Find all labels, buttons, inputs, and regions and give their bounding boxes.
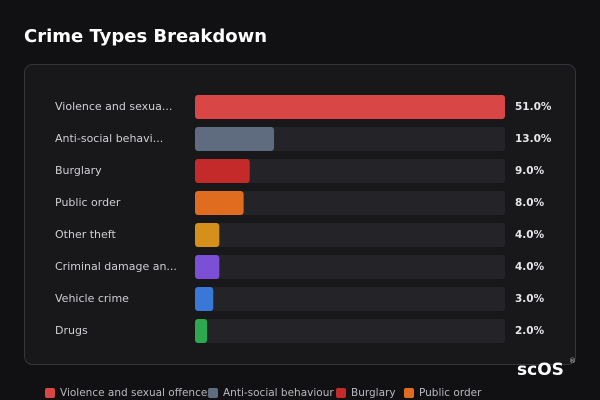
value-label: 3.0% (515, 293, 545, 305)
legend-swatch (45, 388, 55, 398)
chart-title: Crime Types Breakdown (24, 26, 267, 47)
value-label: 4.0% (515, 261, 545, 273)
category-label: Drugs (55, 324, 88, 337)
value-label: 9.0% (515, 165, 545, 177)
category-label: Anti-social behavi... (55, 132, 163, 145)
category-label: Other theft (55, 228, 116, 241)
value-label: 51.0% (515, 101, 552, 113)
bar (195, 287, 214, 311)
category-label: Criminal damage an... (55, 260, 177, 273)
bar (195, 191, 244, 215)
legend-swatch (336, 388, 346, 398)
bar-track (195, 223, 505, 247)
value-label: 4.0% (515, 229, 545, 241)
bar-track (195, 191, 505, 215)
category-label: Public order (55, 196, 121, 209)
bar (195, 127, 275, 151)
bar-track (195, 287, 505, 311)
bar-track (195, 319, 505, 343)
legend-swatch (404, 388, 414, 398)
bar (195, 223, 220, 247)
watermark-mark: ® (569, 357, 576, 365)
value-label: 8.0% (515, 197, 545, 209)
category-label: Burglary (55, 164, 102, 177)
bar (195, 159, 250, 183)
legend-label: Public order (419, 387, 482, 399)
bar-track (195, 255, 505, 279)
bar (195, 95, 505, 119)
value-label: 13.0% (515, 133, 552, 145)
legend-swatch (208, 388, 218, 398)
bar (195, 319, 208, 343)
legend-label: Violence and sexual offences (60, 387, 213, 399)
legend-label: Burglary (351, 387, 396, 399)
value-label: 2.0% (515, 325, 545, 337)
category-label: Vehicle crime (55, 292, 129, 305)
watermark: scOS (517, 360, 564, 380)
bar (195, 255, 220, 279)
category-label: Violence and sexua... (55, 100, 172, 113)
bar-track (195, 159, 505, 183)
legend-label: Anti-social behaviour (223, 387, 334, 399)
